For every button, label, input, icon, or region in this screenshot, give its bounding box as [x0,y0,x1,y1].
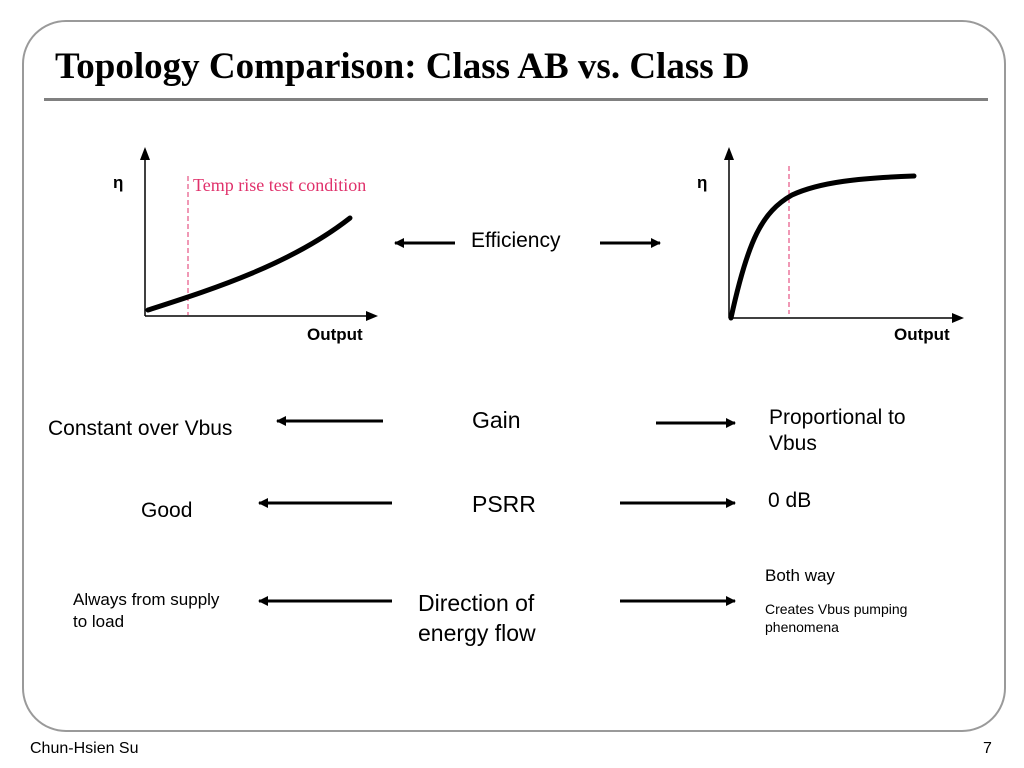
energy-class-ab-value: Always from supply to load [73,590,220,632]
right-chart-x-arrow-icon [952,313,964,323]
left-chart-efficiency-curve [145,215,353,313]
slide-title: Topology Comparison: Class AB vs. Class … [55,46,750,87]
right-chart-efficiency-curve [728,173,917,321]
right-chart-x-label: Output [894,325,950,344]
psrr-label: PSRR [472,491,536,517]
right-chart-y-label: η [697,173,708,192]
left-chart-y-arrow-icon [140,147,150,160]
psrr-class-d-value: 0 dB [768,489,812,512]
left-chart-y-label: η [113,173,124,192]
psrr-class-ab-value: Good [141,499,193,522]
title-rule [44,98,988,101]
slide-frame [22,20,1006,732]
right-chart-y-arrow-icon [724,147,734,160]
footer-author: Chun-Hsien Su [30,740,139,757]
left-chart-x-arrow-icon [366,311,378,321]
page-number: 7 [983,740,992,757]
gain-class-ab-value: Constant over Vbus [48,417,233,440]
gain-class-d-value: Proportional to Vbus [769,406,906,456]
energy-flow-label: Direction of energy flow [418,590,536,646]
efficiency-label: Efficiency [471,229,561,252]
energy-class-d-note: Creates Vbus pumping phenomena [765,601,908,636]
gain-label: Gain [472,407,521,433]
energy-class-d-value: Both way [765,566,835,585]
left-chart-x-label: Output [307,325,363,344]
temp-rise-annotation: Temp rise test condition [193,175,367,195]
